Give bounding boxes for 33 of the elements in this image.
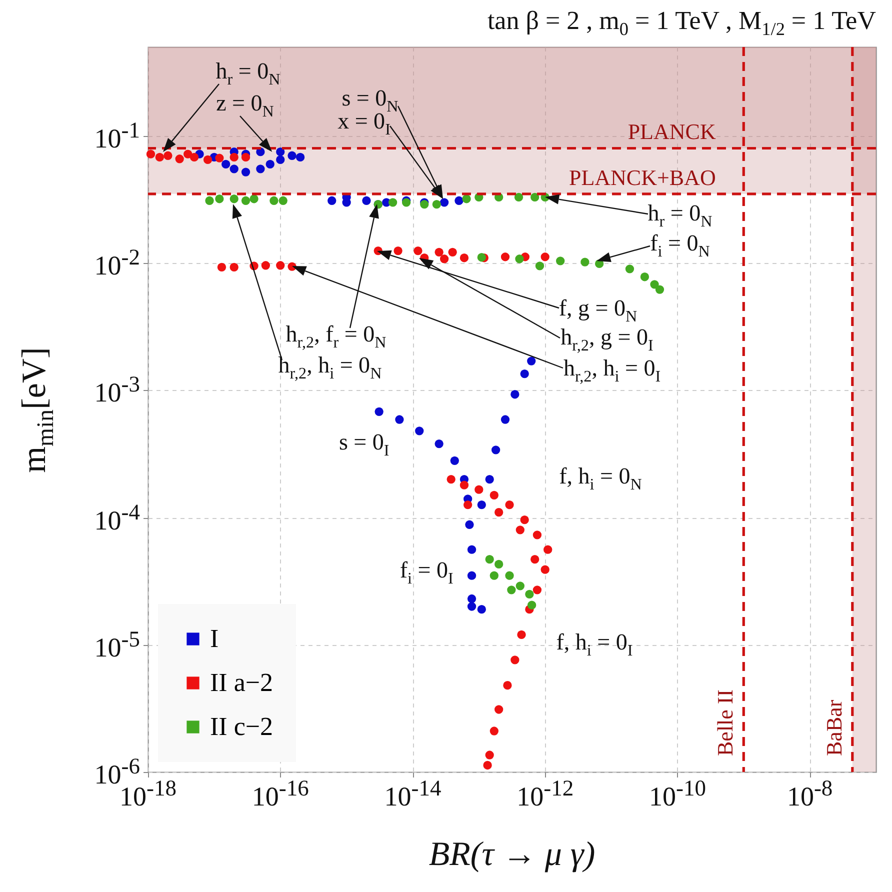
legend-label: I	[210, 624, 219, 653]
y-tick-label: 10$^{-5}$	[94, 626, 140, 664]
y-tick-label: 10$^{-2}$	[94, 244, 140, 282]
annotation: z = 0$_{N}$	[216, 90, 274, 122]
annotation: f$_{i}$ = 0$_{N}$	[650, 230, 710, 262]
annotation: h$_{r,2}$, h$_{i}$ = 0$_{I}$	[563, 356, 661, 386]
ref-line-label: PLANCK	[628, 119, 716, 144]
annotation: h$_{r,2}$, f$_{r}$ = 0$_{N}$	[286, 322, 386, 352]
annotation: f, h$_{i}$ = 0$_{I}$	[556, 629, 633, 660]
y-tick-label: 10$^{-3}$	[94, 372, 140, 409]
annotation: h$_{r}$ = 0$_{N}$	[648, 200, 712, 232]
chart-title: tan β = 2 , m$_{0}$ = 1 TeV , M$_{1/2}$ = 1 TeV	[487, 6, 876, 40]
x-tick-label: 10$^{-16}$	[252, 776, 309, 812]
x-tick-label: 10$^{-14}$	[384, 776, 442, 812]
annotation: f$_{i}$ = 0$_{I}$	[400, 557, 454, 588]
ref-line-label: Belle II	[712, 689, 738, 756]
annotation: s = 0$_{I}$	[338, 429, 390, 460]
annotation: h$_{r}$ = 0$_{N}$	[216, 58, 280, 90]
annotation: f, h$_{i}$ = 0$_{N}$	[559, 464, 642, 494]
x-axis-title: BR(τ → μ γ)	[428, 836, 596, 874]
x-tick-label: 10$^{-8}$	[786, 776, 833, 812]
x-tick-label: 10$^{-10}$	[648, 776, 706, 812]
annotation: h$_{r,2}$, h$_{i}$ = 0$_{N}$	[278, 352, 382, 384]
legend-label: II a−2	[210, 668, 274, 697]
x-tick-label: 10$^{-12}$	[516, 776, 574, 812]
y-tick-label: 10$^{-4}$	[94, 499, 140, 536]
ref-line-label: PLANCK+BAO	[568, 164, 716, 190]
y-tick-label: 10$^{-1}$	[94, 117, 140, 154]
legend-label: II c−2	[210, 712, 274, 741]
annotation: h$_{r,2}$, g = 0$_{I}$	[560, 324, 654, 356]
x-tick-label: 10$^{-18}$	[120, 776, 176, 812]
annotation: f, g = 0$_{N}$	[558, 296, 638, 326]
ref-line-label: BaBar	[821, 699, 846, 756]
